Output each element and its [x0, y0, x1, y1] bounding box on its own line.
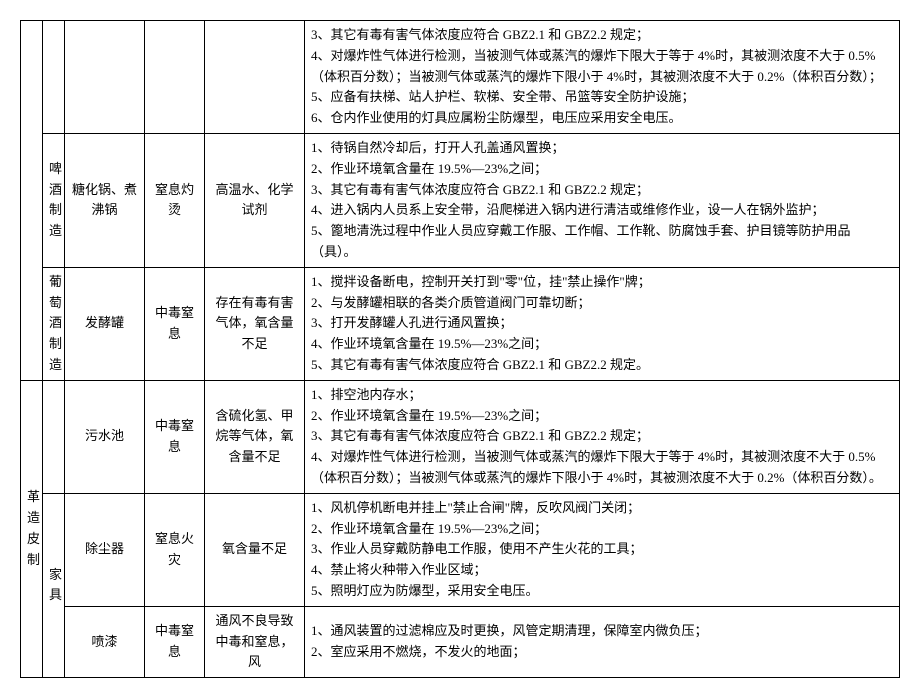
cell-equipment: 污水池	[65, 380, 145, 493]
cell-cat1	[21, 21, 43, 381]
safety-table: 3、其它有毒有害气体浓度应符合 GBZ2.1 和 GBZ2.2 规定；4、对爆炸…	[20, 20, 900, 678]
cell-hazard	[145, 21, 205, 134]
cell-cat2: 啤酒制造	[43, 133, 65, 267]
cell-factor: 氧含量不足	[205, 493, 305, 606]
table-row: 喷漆 中毒窒息 通风不良导致中毒和窒息，风 1、通风装置的过滤棉应及时更换，风管…	[21, 606, 900, 677]
cell-factor: 含硫化氢、甲烷等气体，氧含量不足	[205, 380, 305, 493]
table-row: 啤酒制造 糖化锅、煮沸锅 窒息灼烫 高温水、化学试剂 1、待锅自然冷却后，打开人…	[21, 133, 900, 267]
cell-measures: 1、待锅自然冷却后，打开人孔盖通风置换；2、作业环境氧含量在 19.5%—23%…	[305, 133, 900, 267]
cell-hazard: 中毒窒息	[145, 267, 205, 380]
table-row: 葡萄酒制造 发酵罐 中毒窒息 存在有毒有害气体，氧含量不足 1、搅拌设备断电，控…	[21, 267, 900, 380]
cell-cat1: 革造皮制	[21, 380, 43, 677]
cell-cat2: 葡萄酒制造	[43, 267, 65, 380]
cell-factor: 高温水、化学试剂	[205, 133, 305, 267]
cell-equipment: 发酵罐	[65, 267, 145, 380]
table-row: 家具 除尘器 窒息火灾 氧含量不足 1、风机停机断电并挂上"禁止合闸"牌，反吹风…	[21, 493, 900, 606]
cell-cat2	[43, 21, 65, 134]
cell-measures: 1、风机停机断电并挂上"禁止合闸"牌，反吹风阀门关闭；2、作业环境氧含量在 19…	[305, 493, 900, 606]
cell-measures: 1、通风装置的过滤棉应及时更换，风管定期清理，保障室内微负压；2、室应采用不燃烧…	[305, 606, 900, 677]
cell-equipment	[65, 21, 145, 134]
cell-hazard: 中毒窒息	[145, 606, 205, 677]
cell-hazard: 窒息火灾	[145, 493, 205, 606]
table-row: 革造皮制 污水池 中毒窒息 含硫化氢、甲烷等气体，氧含量不足 1、排空池内存水；…	[21, 380, 900, 493]
cell-factor	[205, 21, 305, 134]
cell-measures: 1、搅拌设备断电，控制开关打到"零"位，挂"禁止操作"牌；2、与发酵罐相联的各类…	[305, 267, 900, 380]
cell-measures: 1、排空池内存水；2、作业环境氧含量在 19.5%—23%之间；3、其它有毒有害…	[305, 380, 900, 493]
cell-measures: 3、其它有毒有害气体浓度应符合 GBZ2.1 和 GBZ2.2 规定；4、对爆炸…	[305, 21, 900, 134]
cell-equipment: 喷漆	[65, 606, 145, 677]
table-row: 3、其它有毒有害气体浓度应符合 GBZ2.1 和 GBZ2.2 规定；4、对爆炸…	[21, 21, 900, 134]
cell-equipment: 除尘器	[65, 493, 145, 606]
cell-equipment: 糖化锅、煮沸锅	[65, 133, 145, 267]
cell-factor: 存在有毒有害气体，氧含量不足	[205, 267, 305, 380]
cell-hazard: 窒息灼烫	[145, 133, 205, 267]
cell-cat2	[43, 380, 65, 493]
cell-hazard: 中毒窒息	[145, 380, 205, 493]
cell-cat2: 家具	[43, 493, 65, 677]
cell-factor: 通风不良导致中毒和窒息，风	[205, 606, 305, 677]
